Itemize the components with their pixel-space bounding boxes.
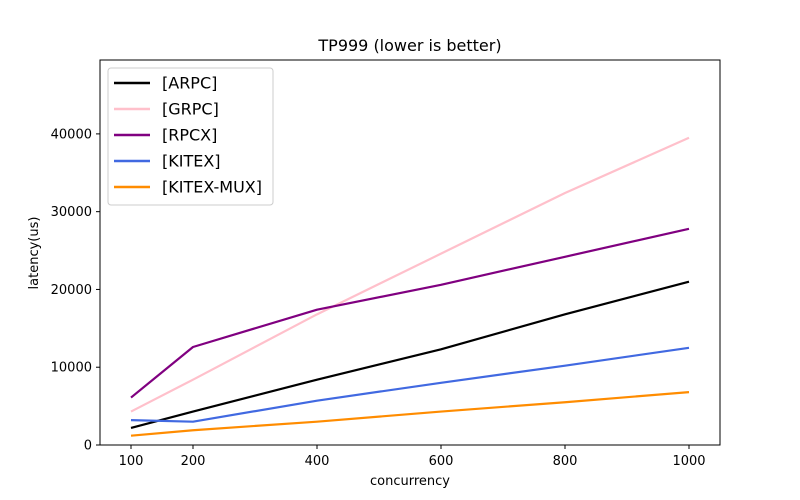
plot-frame (99, 59, 721, 446)
y-tick-label: 10000 (51, 361, 92, 376)
series-line-3 (130, 346, 690, 423)
y-axis-label: latency(us) (27, 217, 42, 290)
legend-label-1: [GRPC] (162, 100, 219, 119)
x-tick-label: 800 (553, 454, 578, 469)
chart-title: TP999 (lower is better) (317, 36, 501, 55)
x-tick-label: 400 (305, 454, 330, 469)
legend-label-2: [RPCX] (162, 126, 217, 145)
x-tick-label: 200 (181, 454, 206, 469)
series-line-4 (130, 391, 690, 437)
series-line-1 (130, 136, 690, 413)
y-tick-label: 20000 (51, 283, 92, 298)
legend: [ARPC] [GRPC] [RPCX] [KITEX] [KITEX-MUX] (107, 67, 274, 206)
x-tick-label: 100 (119, 454, 144, 469)
legend-label-0: [ARPC] (162, 74, 217, 93)
y-axis: 0 10000 20000 30000 40000 (51, 127, 100, 454)
series-line-2 (130, 227, 690, 399)
series-line-0 (130, 280, 690, 429)
legend-label-3: [KITEX] (162, 152, 221, 171)
x-tick-label: 600 (429, 454, 454, 469)
x-axis: 100 200 400 600 800 1000 (119, 445, 706, 469)
x-axis-label: concurrency (370, 474, 450, 489)
x-tick-label: 1000 (672, 454, 705, 469)
series-lines (130, 136, 690, 437)
y-tick-label: 40000 (51, 127, 92, 142)
legend-label-4: [KITEX-MUX] (162, 178, 262, 197)
y-tick-label: 0 (84, 439, 92, 454)
legend-box (107, 67, 274, 206)
y-tick-label: 30000 (51, 205, 92, 220)
